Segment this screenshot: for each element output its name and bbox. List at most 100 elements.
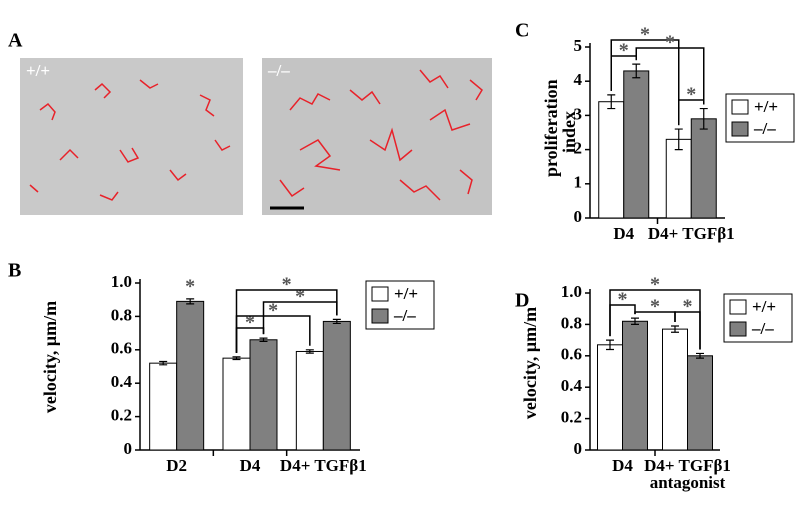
error-bar [632, 63, 641, 79]
y-tick-label: 0.8 [561, 313, 582, 332]
micrograph [262, 58, 492, 215]
y-tick-label: 3 [574, 104, 583, 123]
x-tick-label: D2 [166, 456, 188, 475]
error-bar [631, 317, 639, 325]
bar [222, 357, 251, 451]
y-tick-label: 5 [574, 36, 583, 55]
y-tick-label: 1.0 [111, 272, 132, 291]
y-tick-label: 0.4 [111, 372, 133, 391]
y-tick-label: 2 [574, 139, 583, 158]
bar [662, 328, 688, 451]
legend-label: –/– [751, 319, 774, 338]
bar [295, 350, 324, 451]
panel-label: B [8, 260, 21, 282]
y-axis-label: proliferation index [541, 79, 579, 177]
significance-bracket [678, 99, 705, 126]
y-tick-label: 0 [574, 207, 583, 226]
y-tick-label: 1.0 [561, 282, 582, 301]
error-bar [699, 107, 708, 130]
legend-label: +/+ [394, 284, 418, 303]
cell-tracks [29, 69, 483, 201]
error-bar [259, 337, 268, 343]
bar [598, 101, 625, 219]
bar [322, 320, 351, 451]
error-bar [671, 325, 679, 333]
error-bar [332, 318, 341, 325]
error-bar [305, 349, 314, 354]
x-tick-label: D4+ TGFβ1 [647, 224, 735, 243]
legend-swatch [729, 321, 747, 337]
genotype-label: –/– [267, 61, 290, 80]
y-tick-label: 0.2 [111, 406, 132, 425]
legend-frame [365, 280, 435, 330]
significance-star: * [650, 296, 660, 318]
significance-star: * [640, 24, 650, 46]
legend-label: –/– [393, 306, 416, 325]
legend-label: +/+ [754, 97, 778, 116]
significance-bracket [610, 39, 680, 126]
legend-frame [723, 293, 793, 343]
significance-star: * [686, 84, 696, 106]
legend-swatch [731, 99, 749, 115]
y-tick-label: 0 [124, 439, 133, 458]
error-bar [159, 360, 168, 366]
bar [622, 320, 648, 451]
bar [687, 355, 713, 451]
micrograph [20, 58, 243, 215]
y-tick-label: 0.4 [561, 376, 583, 395]
y-tick-label: 0 [574, 439, 583, 458]
significance-bracket [674, 311, 701, 350]
significance-star: * [282, 274, 292, 296]
legend-swatch [371, 308, 389, 324]
y-tick-label: 0.6 [111, 339, 132, 358]
bar [149, 362, 178, 451]
significance-star: * [185, 276, 195, 298]
significance-star: * [618, 289, 628, 311]
bar [623, 70, 650, 219]
significance-star: * [619, 40, 629, 62]
legend-swatch [731, 121, 749, 137]
significance-bracket [235, 289, 338, 353]
panel-label: A [8, 30, 23, 52]
significance-star: * [295, 286, 305, 308]
bar [690, 118, 717, 219]
y-axis-label: velocity, μm/m [40, 300, 60, 414]
y-axis-label: velocity, μm/m [520, 306, 540, 420]
significance-star: * [683, 296, 693, 318]
genotype-label: +/+ [26, 61, 50, 80]
error-bar [232, 356, 241, 361]
legend-label: –/– [753, 119, 776, 138]
error-bar [674, 128, 683, 151]
error-bar [186, 298, 195, 305]
error-bar [607, 94, 616, 110]
y-tick-label: 0.6 [561, 345, 582, 364]
x-tick-label: D4+ TGFβ1 [279, 456, 367, 475]
y-tick-label: 4 [574, 70, 583, 89]
bar [665, 138, 692, 219]
bar [249, 339, 278, 451]
error-bar [606, 339, 614, 351]
error-bar [696, 352, 704, 359]
y-tick-label: 1 [574, 173, 583, 192]
x-tick-label: D4 [612, 456, 633, 475]
significance-star: * [650, 274, 660, 296]
significance-star: * [268, 300, 278, 322]
significance-bracket [635, 47, 705, 105]
significance-star: * [245, 312, 255, 334]
x-tick-label: D4+ TGFβ1 antagonist [644, 456, 731, 492]
panel-label: D [515, 290, 529, 312]
y-tick-label: 0.2 [561, 408, 582, 427]
legend-swatch [371, 286, 389, 302]
y-tick-label: 0.8 [111, 305, 132, 324]
x-tick-label: D4 [613, 224, 635, 243]
bar [597, 344, 623, 451]
legend-frame [725, 93, 795, 143]
significance-star: * [665, 32, 675, 54]
panel-label: C [515, 20, 529, 42]
legend-swatch [729, 299, 747, 315]
x-tick-label: D4 [239, 456, 261, 475]
legend-label: +/+ [752, 297, 776, 316]
bar [176, 300, 205, 451]
